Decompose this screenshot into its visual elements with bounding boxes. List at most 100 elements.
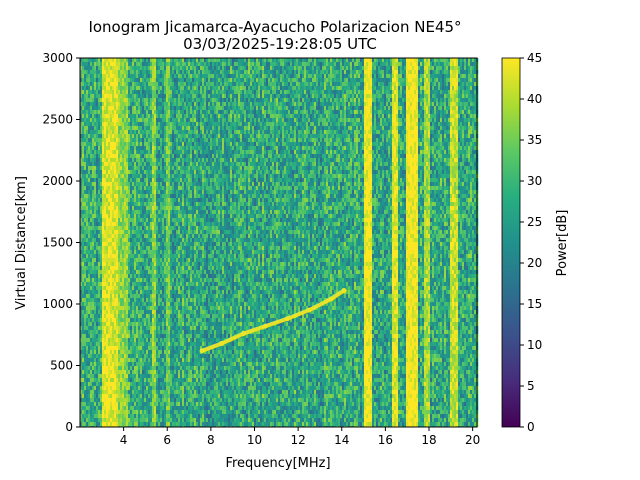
heatmap-cell — [80, 278, 83, 283]
heatmap-cell — [140, 338, 143, 343]
heatmap-cell — [82, 106, 85, 111]
heatmap-cell — [92, 134, 95, 139]
heatmap-cell — [118, 378, 121, 383]
heatmap-cell — [118, 58, 121, 63]
heatmap-cell — [146, 346, 149, 351]
heatmap-cell — [94, 394, 97, 399]
heatmap-cell — [136, 142, 139, 147]
heatmap-cell — [110, 242, 113, 247]
heatmap-cell — [112, 394, 115, 399]
heatmap-cell — [82, 110, 85, 115]
heatmap-cell — [90, 382, 93, 387]
heatmap-cell — [120, 166, 123, 171]
heatmap-cell — [106, 310, 109, 315]
heatmap-cell — [162, 90, 165, 95]
heatmap-cell — [88, 254, 91, 259]
heatmap-cell — [94, 114, 97, 119]
heatmap-cell — [174, 294, 177, 299]
heatmap-cell — [136, 210, 139, 215]
heatmap-cell — [168, 378, 171, 383]
heatmap-cell — [142, 150, 145, 155]
heatmap-cell — [150, 290, 153, 295]
heatmap-cell — [108, 226, 111, 231]
heatmap-cell — [80, 150, 83, 155]
heatmap-cell — [182, 402, 185, 407]
heatmap-cell — [156, 138, 159, 143]
heatmap-cell — [178, 66, 181, 71]
heatmap-cell — [140, 174, 143, 179]
heatmap-cell — [152, 270, 155, 275]
heatmap-cell — [118, 94, 121, 99]
heatmap-cell — [102, 166, 105, 171]
heatmap-cell — [150, 138, 153, 143]
heatmap-cell — [152, 310, 155, 315]
heatmap-cell — [148, 106, 151, 111]
heatmap-cell — [152, 230, 155, 235]
heatmap-cell — [134, 270, 137, 275]
heatmap-cell — [100, 62, 103, 67]
heatmap-cell — [154, 286, 157, 291]
heatmap-cell — [144, 390, 147, 395]
heatmap-cell — [110, 298, 113, 303]
heatmap-cell — [130, 182, 133, 187]
heatmap-cell — [178, 106, 181, 111]
heatmap-cell — [116, 338, 119, 343]
heatmap-cell — [118, 82, 121, 87]
heatmap-cell — [114, 198, 117, 203]
heatmap-cell — [100, 398, 103, 403]
heatmap-cell — [142, 370, 145, 375]
heatmap-cell — [182, 394, 185, 399]
heatmap-cell — [80, 334, 83, 339]
heatmap-cell — [142, 318, 145, 323]
heatmap-cell — [180, 146, 183, 151]
heatmap-cell — [122, 310, 125, 315]
heatmap-cell — [176, 394, 179, 399]
heatmap-cell — [116, 74, 119, 79]
heatmap-cell — [104, 130, 107, 135]
heatmap-cell — [82, 102, 85, 107]
heatmap-cell — [178, 218, 181, 223]
heatmap-cell — [82, 310, 85, 315]
heatmap-cell — [178, 210, 181, 215]
heatmap-cell — [158, 106, 161, 111]
heatmap-cell — [124, 318, 127, 323]
heatmap-cell — [92, 258, 95, 263]
heatmap-cell — [154, 410, 157, 415]
heatmap-cell — [98, 398, 101, 403]
heatmap-cell — [154, 282, 157, 287]
heatmap-cell — [156, 406, 159, 411]
heatmap-cell — [150, 182, 153, 187]
heatmap-cell — [100, 126, 103, 131]
heatmap-cell — [140, 306, 143, 311]
heatmap-cell — [100, 410, 103, 415]
heatmap-cell — [106, 218, 109, 223]
heatmap-cell — [80, 382, 83, 387]
heatmap-cell — [138, 182, 141, 187]
heatmap-cell — [138, 66, 141, 71]
heatmap-cell — [98, 166, 101, 171]
heatmap-cell — [94, 126, 97, 131]
heatmap-cell — [154, 366, 157, 371]
heatmap-cell — [96, 106, 99, 111]
heatmap-cell — [114, 282, 117, 287]
heatmap-cell — [174, 82, 177, 87]
heatmap-cell — [150, 422, 153, 427]
heatmap-cell — [128, 338, 131, 343]
heatmap-cell — [108, 182, 111, 187]
heatmap-cell — [84, 422, 87, 427]
heatmap-cell — [136, 374, 139, 379]
heatmap-cell — [116, 370, 119, 375]
heatmap-cell — [98, 290, 101, 295]
heatmap-cell — [92, 366, 95, 371]
heatmap-cell — [128, 238, 131, 243]
heatmap-cell — [86, 314, 89, 319]
heatmap-cell — [166, 246, 169, 251]
heatmap-cell — [134, 402, 137, 407]
heatmap-cell — [120, 290, 123, 295]
heatmap-cell — [118, 214, 121, 219]
heatmap-cell — [160, 114, 163, 119]
heatmap-cell — [122, 162, 125, 167]
heatmap-cell — [118, 138, 121, 143]
heatmap-cell — [110, 206, 113, 211]
